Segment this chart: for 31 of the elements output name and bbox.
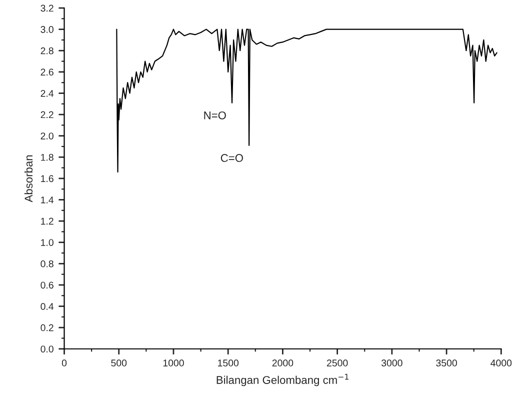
y-tick-label: 3.2: [40, 4, 54, 12]
y-tick-label: 1.6: [41, 175, 54, 182]
y-tick-label: 2.6: [40, 68, 54, 76]
x-tick-label: 2000: [272, 360, 294, 366]
y-tick-label: 1.8: [41, 154, 54, 161]
x-tick-label: 500: [111, 360, 127, 366]
x-tick-label: 0: [62, 360, 67, 366]
x-tick-label: 1500: [218, 360, 239, 366]
annotation: C=O: [220, 154, 243, 162]
y-tick-label: 0.4: [40, 303, 54, 310]
line-series: [116, 28, 498, 173]
y-tick-label: 1.2: [41, 218, 54, 225]
y-tick-label: 0.0: [40, 346, 54, 352]
x-tick-label: 1000: [163, 360, 184, 366]
y-tick-label: 1.4: [41, 196, 54, 204]
x-tick-label: 3000: [381, 360, 402, 366]
y-axis-title: Absorban: [24, 155, 33, 202]
y-tick-label: 2.4: [40, 90, 54, 97]
y-tick-label: 0.8: [40, 260, 54, 268]
x-axis-title: Bilangan Gelombang cm$^{−1}$: [216, 374, 348, 386]
annotation: N=O: [204, 111, 226, 120]
x-tick-label: 3500: [436, 360, 457, 366]
y-tick-label: 0.6: [40, 282, 54, 289]
y-tick-label: 1.0: [41, 239, 54, 246]
x-tick-label: 4000: [490, 360, 512, 366]
y-tick-label: 2.8: [40, 47, 54, 54]
y-tick-label: 2.0: [40, 132, 54, 140]
y-tick-label: 2.2: [40, 111, 54, 118]
y-tick-label: 0.2: [40, 324, 54, 332]
y-tick-label: 3.0: [40, 26, 54, 33]
x-tick-label: 2500: [326, 360, 348, 366]
